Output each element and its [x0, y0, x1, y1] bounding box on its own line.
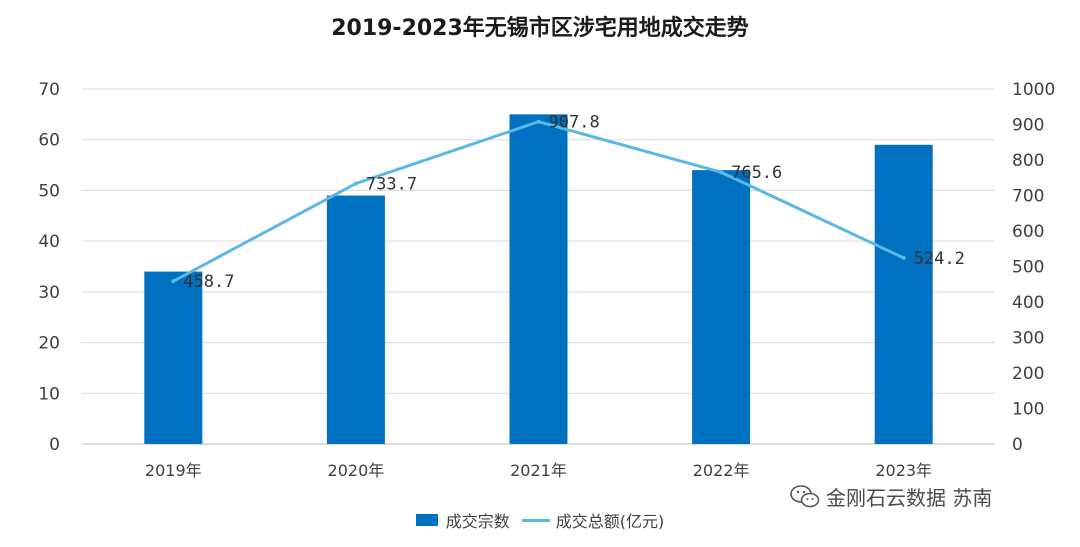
- line-point: [901, 255, 906, 260]
- bar: [326, 195, 385, 444]
- y-right-tick-label: 700: [1012, 187, 1044, 207]
- line-point: [536, 119, 541, 124]
- y-left-tick-label: 70: [38, 80, 60, 100]
- y-right-tick-label: 900: [1012, 116, 1044, 136]
- y-left-tick-label: 50: [38, 181, 60, 201]
- legend-label-bars: 成交宗数: [445, 512, 510, 531]
- line-point: [719, 170, 724, 175]
- y-right-tick-label: 200: [1012, 364, 1044, 384]
- legend-swatch-bar: [415, 514, 438, 526]
- legend-label-line: 成交总额(亿元): [555, 512, 665, 531]
- y-left-tick-label: 60: [38, 131, 60, 151]
- bar: [874, 144, 933, 445]
- legend-swatch-line: [521, 518, 550, 522]
- y-right-tick-label: 0: [1012, 435, 1023, 455]
- legend: 成交宗数 成交总额(亿元): [0, 508, 1080, 532]
- y-right-tick-label: 800: [1012, 151, 1044, 171]
- x-tick-label: 2022年: [693, 461, 750, 480]
- line-point: [353, 181, 358, 186]
- data-label: 765.6: [731, 163, 782, 183]
- x-tick-label: 2021年: [510, 461, 567, 480]
- line-series: [171, 119, 906, 284]
- bar: [692, 170, 751, 444]
- data-label: 524.2: [914, 249, 965, 269]
- bar: [144, 271, 203, 444]
- x-tick-label: 2019年: [145, 461, 202, 480]
- chart-title: 2019-2023年无锡市区涉宅用地成交走势: [331, 16, 749, 41]
- x-tick-label: 2023年: [875, 461, 932, 480]
- y-left-tick-label: 10: [38, 384, 60, 404]
- y-left-tick-label: 0: [49, 435, 60, 455]
- y-right-tick-label: 400: [1012, 293, 1044, 313]
- data-label: 733.7: [366, 175, 417, 195]
- data-label: 458.7: [183, 272, 234, 292]
- y-right-tick-label: 1000: [1012, 80, 1055, 100]
- y-right-tick-label: 100: [1012, 400, 1044, 420]
- y-left-tick-label: 40: [38, 232, 60, 252]
- line-point: [171, 279, 176, 284]
- legend-item-bars: 成交宗数: [415, 508, 510, 532]
- data-labels: 458.7 733.7 907.8 765.6 524.2: [183, 113, 965, 292]
- data-label: 907.8: [549, 113, 600, 133]
- x-tick-label: 2020年: [328, 461, 385, 480]
- legend-item-line: 成交总额(亿元): [521, 508, 665, 532]
- y-right-tick-label: 300: [1012, 329, 1044, 349]
- axis-labels: 0102030405060700100200300400500600700800…: [38, 80, 1055, 480]
- watermark: 金刚石云数据 苏南: [790, 482, 992, 511]
- bar-series: [144, 114, 933, 445]
- y-left-tick-label: 30: [38, 283, 60, 303]
- y-right-tick-label: 500: [1012, 258, 1044, 278]
- y-left-tick-label: 20: [38, 334, 60, 354]
- y-right-tick-label: 600: [1012, 222, 1044, 242]
- bar: [509, 114, 568, 444]
- watermark-text: 金刚石云数据 苏南: [826, 486, 993, 510]
- wechat-icon: [790, 484, 820, 507]
